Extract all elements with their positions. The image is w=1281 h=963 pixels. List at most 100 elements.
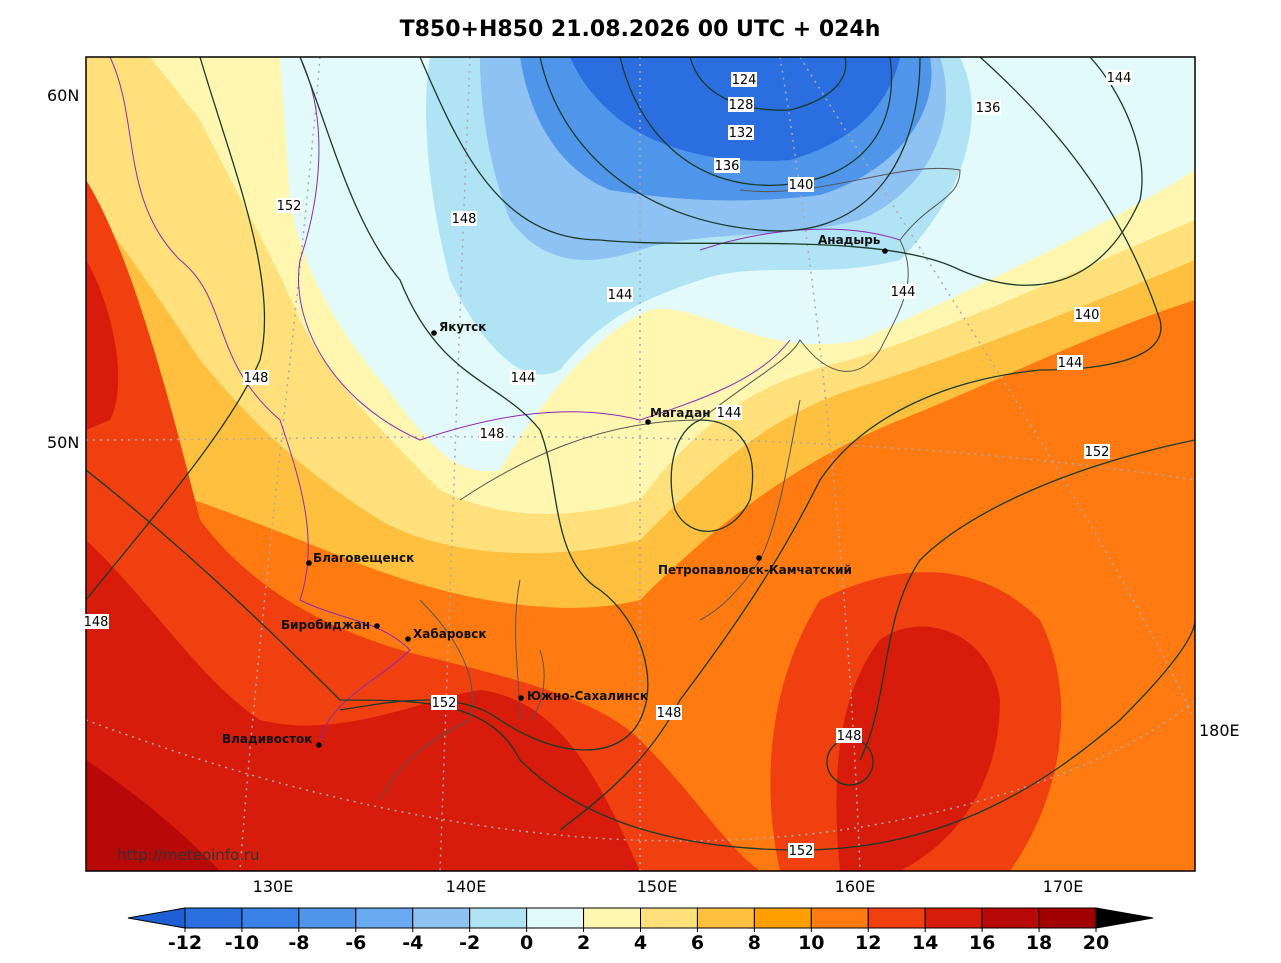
- contour-label: 148: [452, 212, 477, 227]
- contour-label-bg: [836, 728, 862, 743]
- contour-label-bg: [788, 177, 814, 192]
- colorbar-tick-label: -10: [225, 932, 259, 954]
- lon-label: 160E: [835, 877, 876, 896]
- city-dot: [405, 636, 411, 642]
- colorbar-bin: [810, 907, 869, 929]
- contour-label: 140: [1075, 308, 1100, 323]
- lat-label: 50N: [47, 433, 79, 452]
- city-label: Благовещенск: [313, 551, 414, 565]
- colorbar-bin: [924, 907, 983, 929]
- colorbar-bin: [867, 907, 926, 929]
- city-dot: [882, 248, 888, 254]
- colorbar-tick-label: 20: [1083, 932, 1109, 954]
- contour-label-bg: [788, 843, 814, 858]
- map: [86, 57, 1195, 871]
- colorbar-tick-label: 6: [691, 932, 704, 954]
- lat-label: 60N: [47, 86, 79, 105]
- colorbar-bin: [640, 907, 698, 929]
- contour-label: 144: [511, 371, 536, 386]
- city-dot: [374, 623, 380, 629]
- colorbar-tick-label: -2: [459, 932, 480, 954]
- colorbar-tick-label: 14: [912, 932, 938, 954]
- lon-label: 150E: [637, 877, 678, 896]
- contour-label-bg: [1084, 444, 1110, 459]
- city-dot: [431, 330, 437, 336]
- city-label: Анадырь: [818, 233, 881, 247]
- contour-label: 144: [717, 406, 742, 421]
- city-dot: [756, 555, 762, 561]
- colorbar-tick-label: 8: [748, 932, 761, 954]
- contour-label: 132: [729, 126, 754, 141]
- colorbar-bin: [583, 907, 641, 929]
- contour-label-bg: [716, 405, 742, 420]
- lon-label: 140E: [446, 877, 487, 896]
- contour-label: 128: [729, 98, 754, 113]
- colorbar-tick-label: 4: [634, 932, 647, 954]
- city-label: Петропавловск-Камчатский: [658, 563, 852, 577]
- colorbar-bin: [298, 907, 357, 929]
- colorbar-tick-label: -4: [402, 932, 423, 954]
- colorbar-tick-label: 2: [577, 932, 590, 954]
- contour-label: 144: [891, 285, 916, 300]
- contour-label-bg: [656, 705, 682, 720]
- contour-label-bg: [731, 72, 757, 87]
- contour-label: 148: [244, 371, 269, 386]
- title: T850+H850 21.08.2026 00 UTC + 024h: [400, 17, 881, 42]
- colorbar-tick-label: 18: [1026, 932, 1052, 954]
- contour-label-bg: [607, 287, 633, 302]
- city-dot: [518, 695, 524, 701]
- contour-label: 144: [1058, 356, 1083, 371]
- colorbar-tick-label: 0: [520, 932, 533, 954]
- colorbar-bin: [355, 907, 414, 929]
- colorbar-bin: [981, 907, 1040, 929]
- colorbar-tick-label: -12: [168, 932, 202, 954]
- colorbar-tick-label: -6: [345, 932, 366, 954]
- city-dot: [645, 419, 651, 425]
- contour-label: 152: [1085, 445, 1110, 460]
- city-dot: [306, 560, 312, 566]
- colorbar-bin: [469, 907, 528, 929]
- colorbar-end: [127, 907, 186, 929]
- contour-label-bg: [1057, 355, 1083, 370]
- colorbar-end: [1095, 907, 1154, 929]
- colorbar-bin: [696, 907, 755, 929]
- contour-label: 148: [84, 615, 109, 630]
- contour-label: 144: [608, 288, 633, 303]
- lon-label: 180E: [1199, 721, 1240, 740]
- colorbar-bin: [241, 907, 300, 929]
- city-label: Магадан: [650, 406, 711, 420]
- contour-label: 136: [976, 101, 1001, 116]
- contour-label: 148: [837, 729, 862, 744]
- contour-label-bg: [714, 158, 740, 173]
- contour-label-bg: [243, 370, 269, 385]
- colorbar-bin: [753, 907, 812, 929]
- contour-label: 152: [432, 696, 457, 711]
- contour-label-bg: [451, 211, 477, 226]
- contour-label-bg: [510, 370, 536, 385]
- contour-label-bg: [1074, 307, 1100, 322]
- lon-label: 170E: [1043, 877, 1084, 896]
- city-label: Южно-Сахалинск: [527, 689, 648, 703]
- city-label: Биробиджан: [281, 618, 370, 632]
- colorbar-tick-label: 16: [969, 932, 995, 954]
- contour-label-bg: [975, 100, 1001, 115]
- contour-label-bg: [276, 198, 302, 213]
- credit: http://meteoinfo.ru: [117, 846, 259, 864]
- contour-label-bg: [728, 97, 754, 112]
- colorbar-bin: [526, 907, 585, 929]
- city-label: Хабаровск: [413, 627, 487, 641]
- contour-label: 140: [789, 178, 814, 193]
- colorbar-tick-label: 12: [855, 932, 881, 954]
- city-label: Владивосток: [222, 732, 312, 746]
- contour-label-bg: [83, 614, 109, 629]
- map-frame: [85, 56, 1196, 872]
- colorbar-bin: [412, 907, 471, 929]
- colorbar-bin: [184, 907, 243, 929]
- contour-label-bg: [1106, 70, 1132, 85]
- lon-label: 130E: [253, 877, 294, 896]
- colorbar-tick-label: -8: [288, 932, 309, 954]
- contour-label: 148: [480, 427, 505, 442]
- city-dot: [316, 742, 322, 748]
